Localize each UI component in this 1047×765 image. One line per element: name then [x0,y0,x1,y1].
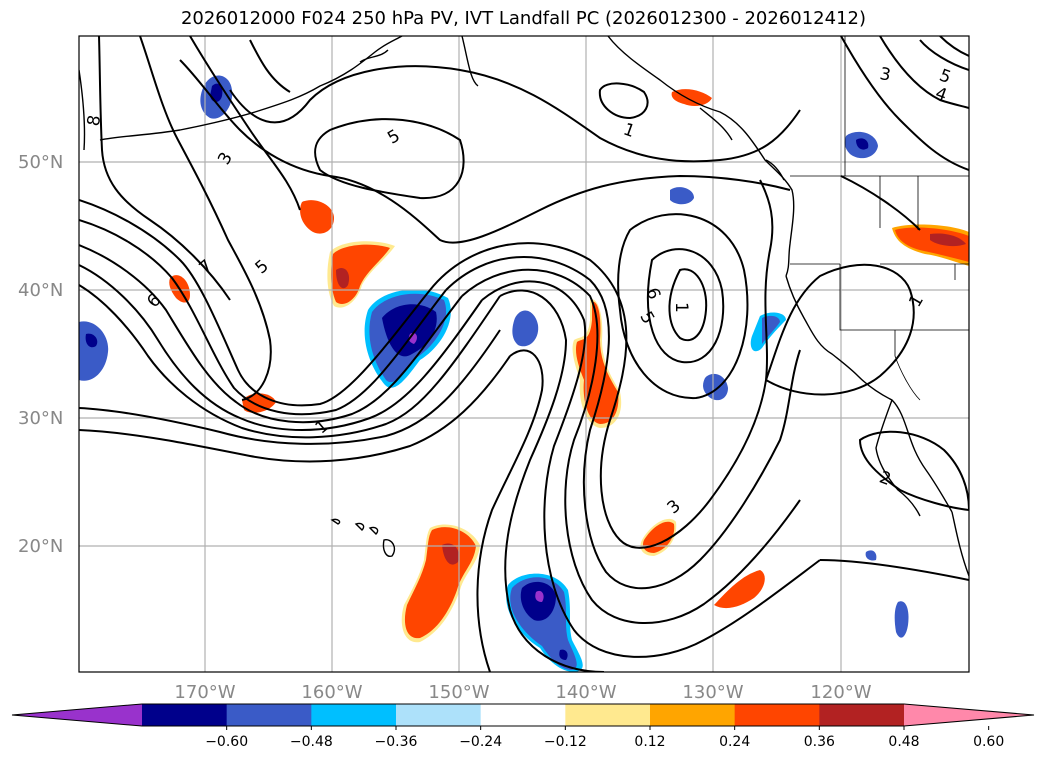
contour-line [765,263,915,396]
contour-label: 3 [878,64,892,86]
contour-line [314,118,465,200]
contour-line [79,329,501,445]
colorbar-tick-label: 0.60 [973,734,1004,750]
colorbar-swatch [396,704,482,726]
colorbar-extend-min [12,704,142,726]
colorbar-outline [11,703,1035,727]
map-background [79,36,969,672]
colorbar-swatch [226,704,312,726]
negative-anomaly [894,601,909,638]
negative-anomaly [535,590,544,602]
lon-label: 140°W [555,682,616,703]
pv-contours [79,36,969,672]
contour-line [79,199,431,407]
latitude-labels: 50°N 40°N 30°N 20°N [18,152,63,557]
contour-line [879,36,969,109]
colorbar-tick-label: −0.12 [544,734,587,750]
colorbar-tick-label: 0.24 [719,734,750,750]
contour-line [139,36,272,401]
contour-line [79,355,511,463]
contour-line [98,36,231,301]
negative-anomaly [670,187,694,205]
positive-anomaly [671,89,712,106]
colorbar-tick-label: 0.36 [804,734,835,750]
contour-line [919,39,969,71]
lon-label: 160°W [301,682,362,703]
positive-anomaly [336,267,350,289]
colorbar-tick-label: 0.48 [888,734,919,750]
colorbar-swatch [565,704,651,726]
positive-anomaly [714,570,765,609]
lon-label: 170°W [174,682,235,703]
colorbar-tick-label: 0.12 [634,734,665,750]
contour-line [819,559,969,581]
colorbar-swatch [311,704,397,726]
lat-label: 20°N [18,536,63,557]
contour-line [79,219,447,416]
longitude-labels: 170°W 160°W 150°W 140°W 130°W 120°W [174,682,871,703]
contour-line [461,268,801,624]
colorbar-swatch [734,704,820,726]
contour-line [476,349,544,672]
lat-label: 30°N [18,408,63,429]
contour-line [429,179,774,549]
negative-anomaly [382,304,437,357]
contour-line [481,280,821,658]
contour-line [79,284,501,439]
contour-line [840,36,969,171]
negative-anomaly [865,550,877,561]
contour-line [79,244,463,424]
colorbar-tick-label: −0.24 [459,734,502,750]
colorbar-swatch [650,704,736,726]
contour-line [668,268,708,342]
contour-line [939,36,969,57]
lat-label: 50°N [18,152,63,173]
colorbar-swatch [819,704,905,726]
lon-label: 120°W [810,682,871,703]
positive-anomaly [331,244,390,305]
negative-anomaly [85,333,98,348]
contour-line [840,175,921,231]
contour-line [189,36,301,211]
political-borders [790,36,969,401]
colorbar-swatch [142,704,228,726]
figure-title: 2026012000 F024 250 hPa PV, IVT Landfall… [180,8,867,29]
negative-anomaly [856,138,869,150]
coastlines [79,36,969,577]
contour-line [249,39,291,93]
contour-line [179,59,791,244]
contour-line [229,65,801,163]
positive-anomaly [300,200,334,234]
positive-anomaly [643,521,675,553]
colorbar-swatch [480,704,566,726]
colorbar-tick-label: −0.48 [290,734,333,750]
lat-label: 40°N [18,280,63,301]
shaded-fields [79,75,969,672]
contour-line [499,289,605,672]
colorbar-tick-label: −0.60 [205,734,248,750]
map-frame [78,35,970,673]
positive-anomaly [930,233,966,247]
contour-label: 8 [84,114,106,128]
colorbar-extend-max [904,704,1034,726]
negative-anomaly [512,310,539,347]
lon-label: 130°W [682,682,743,703]
positive-anomaly [442,543,459,565]
contour-line [79,264,483,431]
negative-anomaly [559,649,568,660]
contour-line [598,82,649,120]
contour-line [646,248,725,364]
colorbar: −0.60 −0.48 −0.36 −0.24 −0.12 0.12 0.24 0.36 0.4… [11,703,1035,750]
contour-label: 1 [671,302,691,313]
lon-label: 150°W [428,682,489,703]
colorbar-tick-label: −0.36 [375,734,418,750]
contour-line [445,256,801,590]
